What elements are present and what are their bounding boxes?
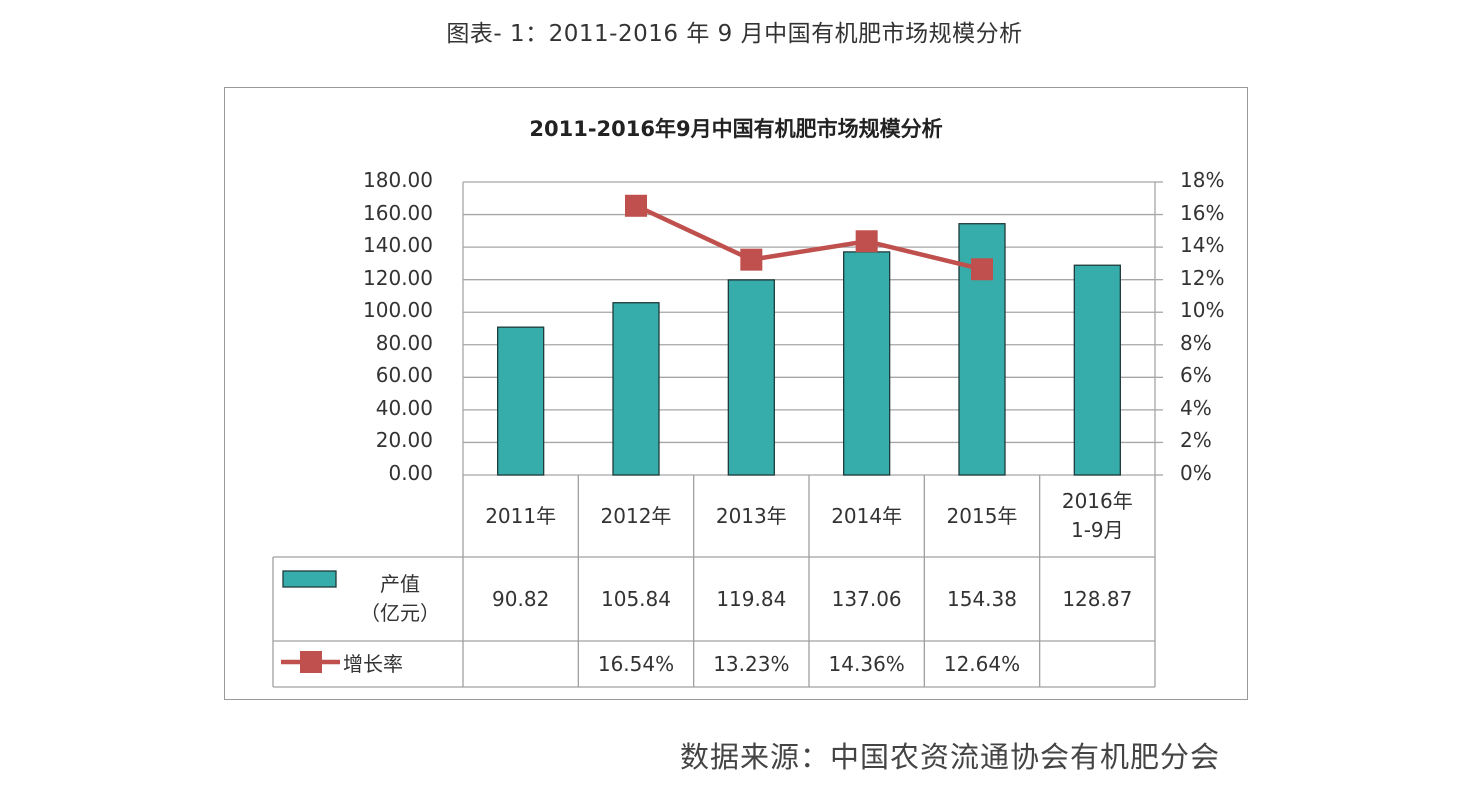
bar [843, 251, 891, 476]
table-header-cell: 2012年 [600, 503, 672, 528]
line-legend-marker-icon [300, 651, 322, 673]
line-marker [740, 248, 763, 271]
growth-line-series [625, 194, 993, 281]
y-tick-label: 140.00 [363, 233, 433, 258]
legend-label-output: 产值 （亿元） [360, 572, 440, 625]
figure-caption: 图表- 1：2011-2016 年 9 月中国有机肥市场规模分析 [446, 21, 1023, 47]
table-value-cell: 128.87 [1062, 586, 1133, 611]
y-tick-label: 120.00 [363, 265, 433, 290]
y2-tick-label: 8% [1180, 330, 1212, 355]
table-growth-cell: 13.23% [713, 651, 790, 676]
y-tick-label: 80.00 [375, 330, 433, 355]
table-header-cell: 2014年 [831, 503, 903, 528]
y-tick-label: 160.00 [363, 200, 433, 225]
line-marker [971, 258, 993, 281]
data-table-grid [272, 475, 1156, 688]
y2-tick-label: 16% [1180, 200, 1225, 225]
table-value-cell: 137.06 [831, 586, 902, 611]
y2-tick-label: 14% [1180, 233, 1225, 258]
y-tick-label: 100.00 [363, 298, 433, 323]
legend-label-growth: 增长率 [343, 651, 403, 676]
y2-tick-label: 18% [1180, 168, 1225, 192]
growth-line [635, 203, 983, 272]
table-value-cell: 105.84 [601, 586, 671, 611]
y-tick-label: 20.00 [375, 428, 433, 453]
gridlines [462, 181, 1163, 476]
bar-series [497, 223, 1121, 476]
table-growth-cell: 16.54% [597, 651, 675, 676]
bar [612, 302, 660, 476]
table-growth-cell: 14.36% [828, 651, 905, 676]
table-growth-cell [1040, 641, 1155, 687]
y2-tick-label: 12% [1180, 265, 1225, 290]
bar [727, 279, 775, 476]
table-header-cell: 2016年 1-9月 [1061, 489, 1133, 542]
y2-tick-label: 4% [1180, 395, 1212, 420]
bar-legend-key-icon [282, 570, 337, 588]
y-tick-label: 40.00 [375, 395, 433, 420]
legend-keys [281, 570, 340, 673]
line-marker [625, 194, 647, 217]
y2-tick-label: 0% [1180, 461, 1212, 485]
y2-tick-label: 6% [1180, 363, 1212, 388]
table-growth-cell [463, 641, 578, 687]
table-header-cell: 2015年 [946, 503, 1018, 528]
table-header-cell: 2013年 [715, 503, 787, 528]
y-tick-label: 180.00 [363, 168, 433, 192]
y-tick-label: 60.00 [375, 363, 433, 388]
bar [1073, 264, 1121, 476]
table-value-cell: 154.38 [947, 586, 1017, 611]
table-value-cell: 90.82 [492, 586, 550, 611]
table-header-cell: 2011年 [485, 503, 557, 528]
data-source: 数据来源：中国农资流通协会有机肥分会 [680, 740, 1221, 774]
table-value-cell: 119.84 [716, 586, 787, 611]
table-growth-cell: 12.64% [943, 651, 1021, 676]
y2-tick-label: 2% [1180, 428, 1212, 453]
chart-title: 2011-2016年9月中国有机肥市场规模分析 [529, 117, 943, 141]
y2-tick-label: 10% [1180, 298, 1225, 323]
bar [497, 326, 545, 476]
y-tick-label: 0.00 [388, 461, 433, 485]
line-marker [855, 230, 878, 253]
